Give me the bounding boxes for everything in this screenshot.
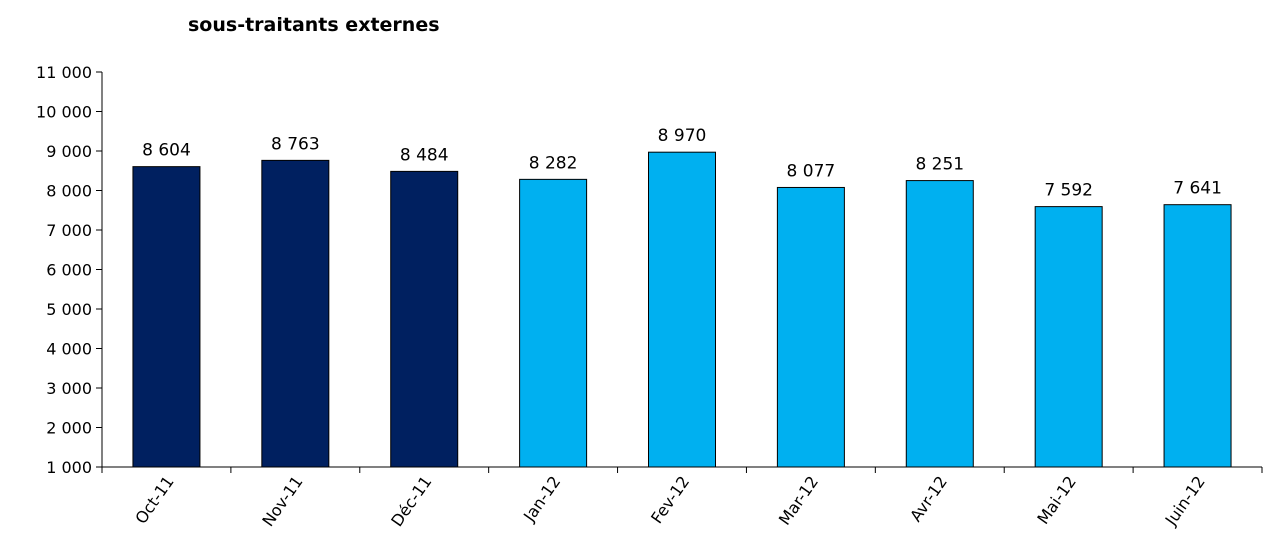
y-tick-label: 10 000 — [36, 103, 92, 122]
y-tick-label: 7 000 — [46, 221, 92, 240]
bar-mar-12 — [776, 186, 845, 468]
bar-avr-12 — [905, 180, 974, 468]
y-tick-label: 3 000 — [46, 379, 92, 398]
data-label: 8 077 — [787, 161, 836, 181]
bar-nov-11 — [261, 159, 330, 468]
data-label: 7 641 — [1173, 179, 1222, 199]
x-category-label: Nov-11 — [258, 472, 306, 530]
y-tick-label: 9 000 — [46, 142, 92, 161]
y-tick-label: 5 000 — [46, 300, 92, 319]
chart-title: sous-traitants externes — [188, 14, 440, 36]
bar-juin-12 — [1163, 204, 1232, 468]
y-tick-label: 1 000 — [46, 458, 92, 477]
data-label: 8 282 — [529, 153, 578, 173]
bar-déc-11 — [390, 170, 459, 468]
bar-mai-12 — [1034, 206, 1103, 468]
data-label: 8 484 — [400, 145, 449, 165]
y-tick-label: 2 000 — [46, 419, 92, 438]
y-tick-label: 6 000 — [46, 261, 92, 280]
data-label: 8 763 — [271, 134, 320, 154]
x-category-label: Juin-12 — [1161, 472, 1209, 529]
data-label: 8 251 — [915, 155, 964, 175]
x-category-label: Jan-12 — [519, 472, 564, 525]
y-tick-label: 11 000 — [36, 63, 92, 82]
data-label: 8 970 — [658, 126, 707, 146]
data-label: 7 592 — [1044, 181, 1093, 201]
data-label: 8 604 — [142, 141, 191, 161]
x-category-label: Fev-12 — [647, 472, 693, 527]
x-category-label: Mar-12 — [775, 472, 822, 528]
x-category-label: Avr-12 — [906, 472, 951, 525]
bar-oct-11 — [132, 166, 201, 468]
y-tick-label: 8 000 — [46, 182, 92, 201]
x-category-label: Mai-12 — [1033, 472, 1080, 527]
y-tick-label: 4 000 — [46, 340, 92, 359]
x-category-label: Oct-11 — [131, 472, 177, 527]
bar-fev-12 — [648, 151, 716, 468]
x-category-label: Déc-11 — [387, 472, 435, 530]
bar-jan-12 — [519, 178, 588, 468]
